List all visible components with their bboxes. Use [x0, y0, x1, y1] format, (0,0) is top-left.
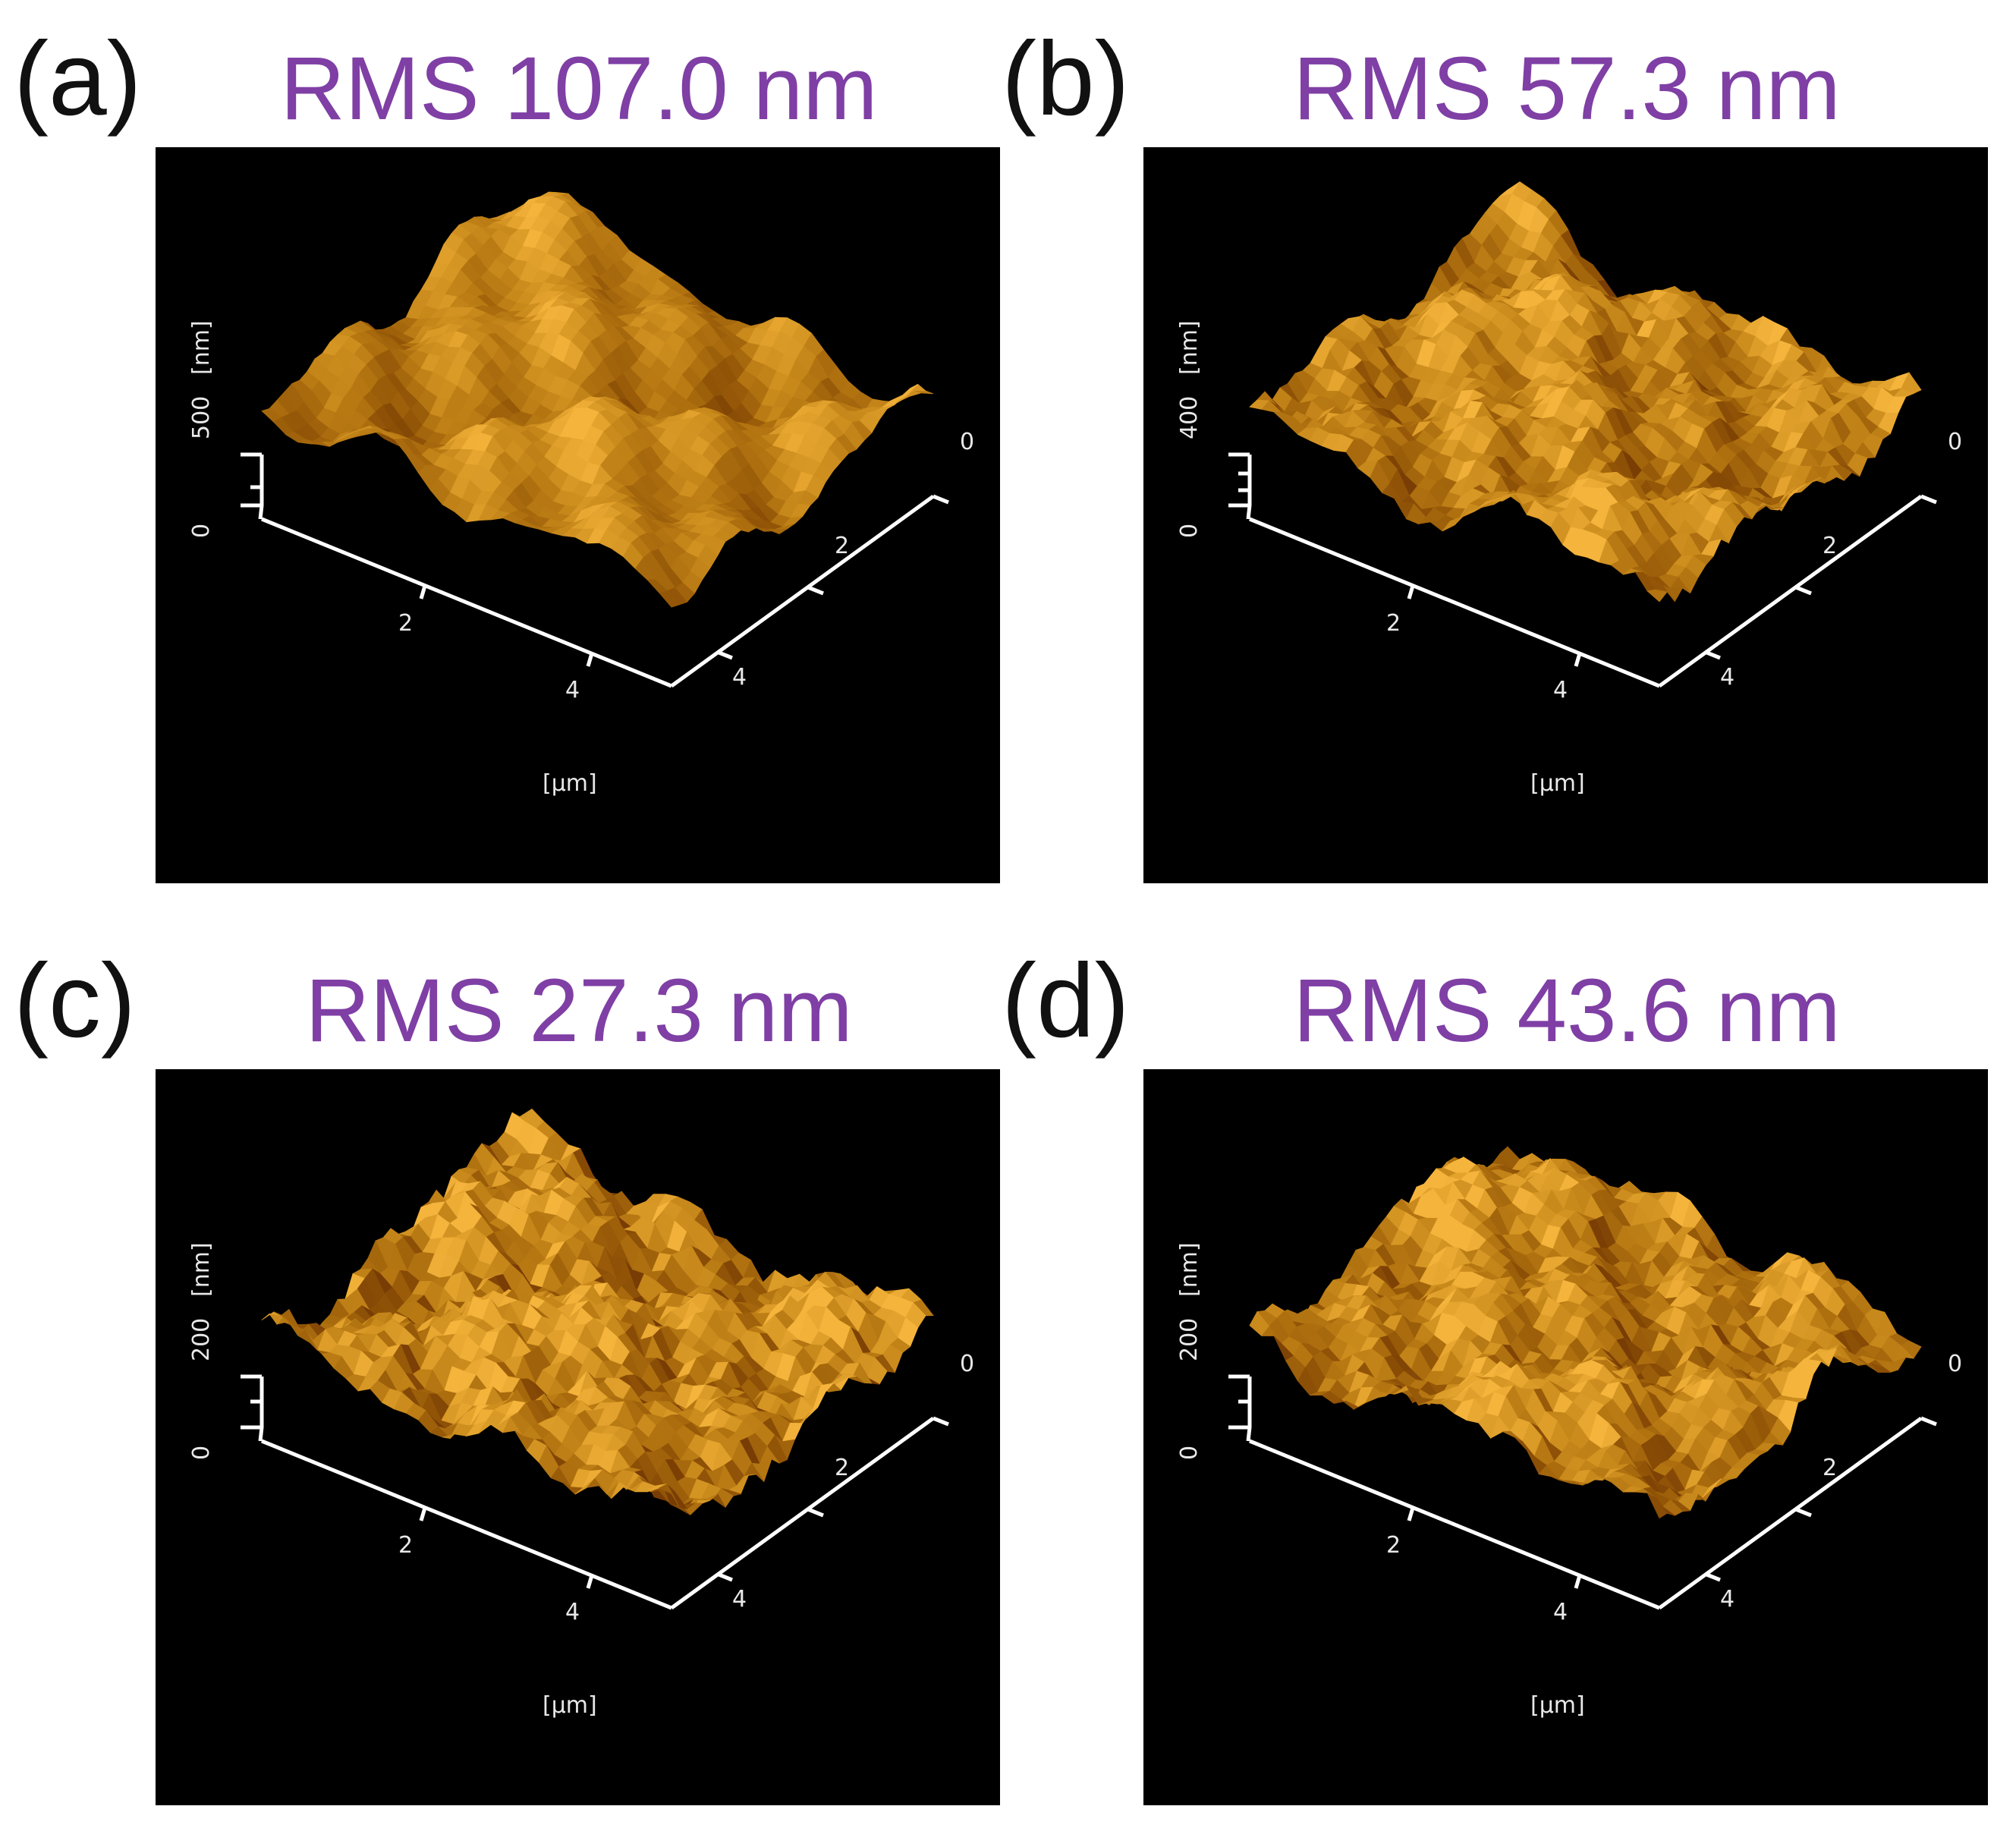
xy-unit-label: [µm]	[1530, 770, 1585, 797]
z-unit-label: [nm]	[1176, 1242, 1203, 1297]
z-zero-label: 0	[1176, 524, 1203, 538]
panel-d: (d) RMS 43.6 nm 0 200 [nm] 2 4 0	[1002, 930, 1988, 1825]
x-tick-label: 2	[398, 610, 413, 637]
z-max-label: 200	[1176, 1318, 1203, 1361]
y-tick-label: 2	[1823, 533, 1837, 559]
y-tick-label: 4	[732, 664, 747, 691]
z-unit-label: [nm]	[188, 320, 215, 375]
afm-surface-svg: 0 400 [nm] 2 4 0 2 4 [µm]	[1176, 181, 1962, 797]
xy-unit-label: [µm]	[543, 770, 597, 797]
z-max-label: 200	[188, 1318, 215, 1361]
panel-letter: (b)	[1002, 20, 1130, 137]
axes	[1228, 452, 1937, 688]
z-zero-label: 0	[1176, 1446, 1203, 1460]
y-tick-label: 4	[732, 1586, 747, 1613]
x-tick-label: 2	[398, 1532, 413, 1559]
y-tick-label: 2	[835, 1455, 849, 1481]
panel-letter: (d)	[1002, 942, 1130, 1059]
y-tick-label: 0	[960, 429, 974, 455]
panel-b: (b) RMS 57.3 nm 0 400 [nm] 2 4	[1002, 8, 1988, 903]
y-tick-label: 4	[1720, 1586, 1735, 1613]
panel-c: (c) RMS 27.3 nm 0 200 [nm] 2 4 0	[14, 930, 1000, 1825]
y-tick-label: 0	[1948, 429, 1962, 455]
y-tick-label: 2	[835, 533, 849, 559]
rms-title: RMS 27.3 nm	[305, 961, 853, 1061]
panel-letter: (a)	[14, 20, 142, 137]
x-tick-label: 4	[1553, 1599, 1568, 1625]
afm-3d-plot: 0 400 [nm] 2 4 0 2 4 [µm]	[1143, 147, 1988, 883]
x-tick-label: 4	[565, 677, 580, 703]
z-max-label: 500	[188, 396, 215, 439]
x-tick-label: 2	[1386, 1532, 1401, 1559]
z-zero-label: 0	[188, 524, 215, 538]
afm-surface-svg: 0 200 [nm] 2 4 0 2 4 [µm]	[188, 1108, 974, 1719]
xy-unit-label: [µm]	[543, 1692, 597, 1719]
rms-title: RMS 43.6 nm	[1293, 961, 1841, 1061]
rms-title: RMS 57.3 nm	[1293, 39, 1841, 139]
afm-surface	[261, 1108, 934, 1515]
axes	[241, 452, 949, 688]
z-unit-label: [nm]	[1176, 320, 1203, 375]
xy-unit-label: [µm]	[1530, 1692, 1585, 1719]
afm-surface-svg: 0 200 [nm] 2 4 0 2 4 [µm]	[1176, 1146, 1962, 1719]
x-tick-label: 4	[1553, 677, 1568, 703]
y-tick-label: 2	[1823, 1455, 1837, 1481]
rms-title: RMS 107.0 nm	[280, 39, 878, 139]
axes	[1228, 1374, 1937, 1610]
y-tick-label: 0	[1948, 1351, 1962, 1377]
afm-surface	[1249, 181, 1922, 603]
y-tick-label: 0	[960, 1351, 974, 1377]
y-tick-label: 4	[1720, 664, 1735, 691]
afm-3d-plot: 0 500 [nm] 2 4 0 2 4 [µm]	[156, 147, 1000, 883]
z-zero-label: 0	[188, 1446, 215, 1460]
z-max-label: 400	[1176, 396, 1203, 439]
z-unit-label: [nm]	[188, 1242, 215, 1297]
axes	[241, 1374, 949, 1610]
afm-surface-svg: 0 500 [nm] 2 4 0 2 4 [µm]	[188, 191, 974, 797]
afm-surface	[1249, 1146, 1922, 1519]
afm-3d-plot: 0 200 [nm] 2 4 0 2 4 [µm]	[156, 1069, 1000, 1805]
panel-letter: (c)	[14, 942, 136, 1059]
afm-surface	[261, 191, 934, 608]
panel-a: (a) RMS 107.0 nm 0 500 [nm] 2 4 0	[14, 8, 1000, 903]
afm-3d-plot: 0 200 [nm] 2 4 0 2 4 [µm]	[1143, 1069, 1988, 1805]
x-tick-label: 4	[565, 1599, 580, 1625]
x-tick-label: 2	[1386, 610, 1401, 637]
